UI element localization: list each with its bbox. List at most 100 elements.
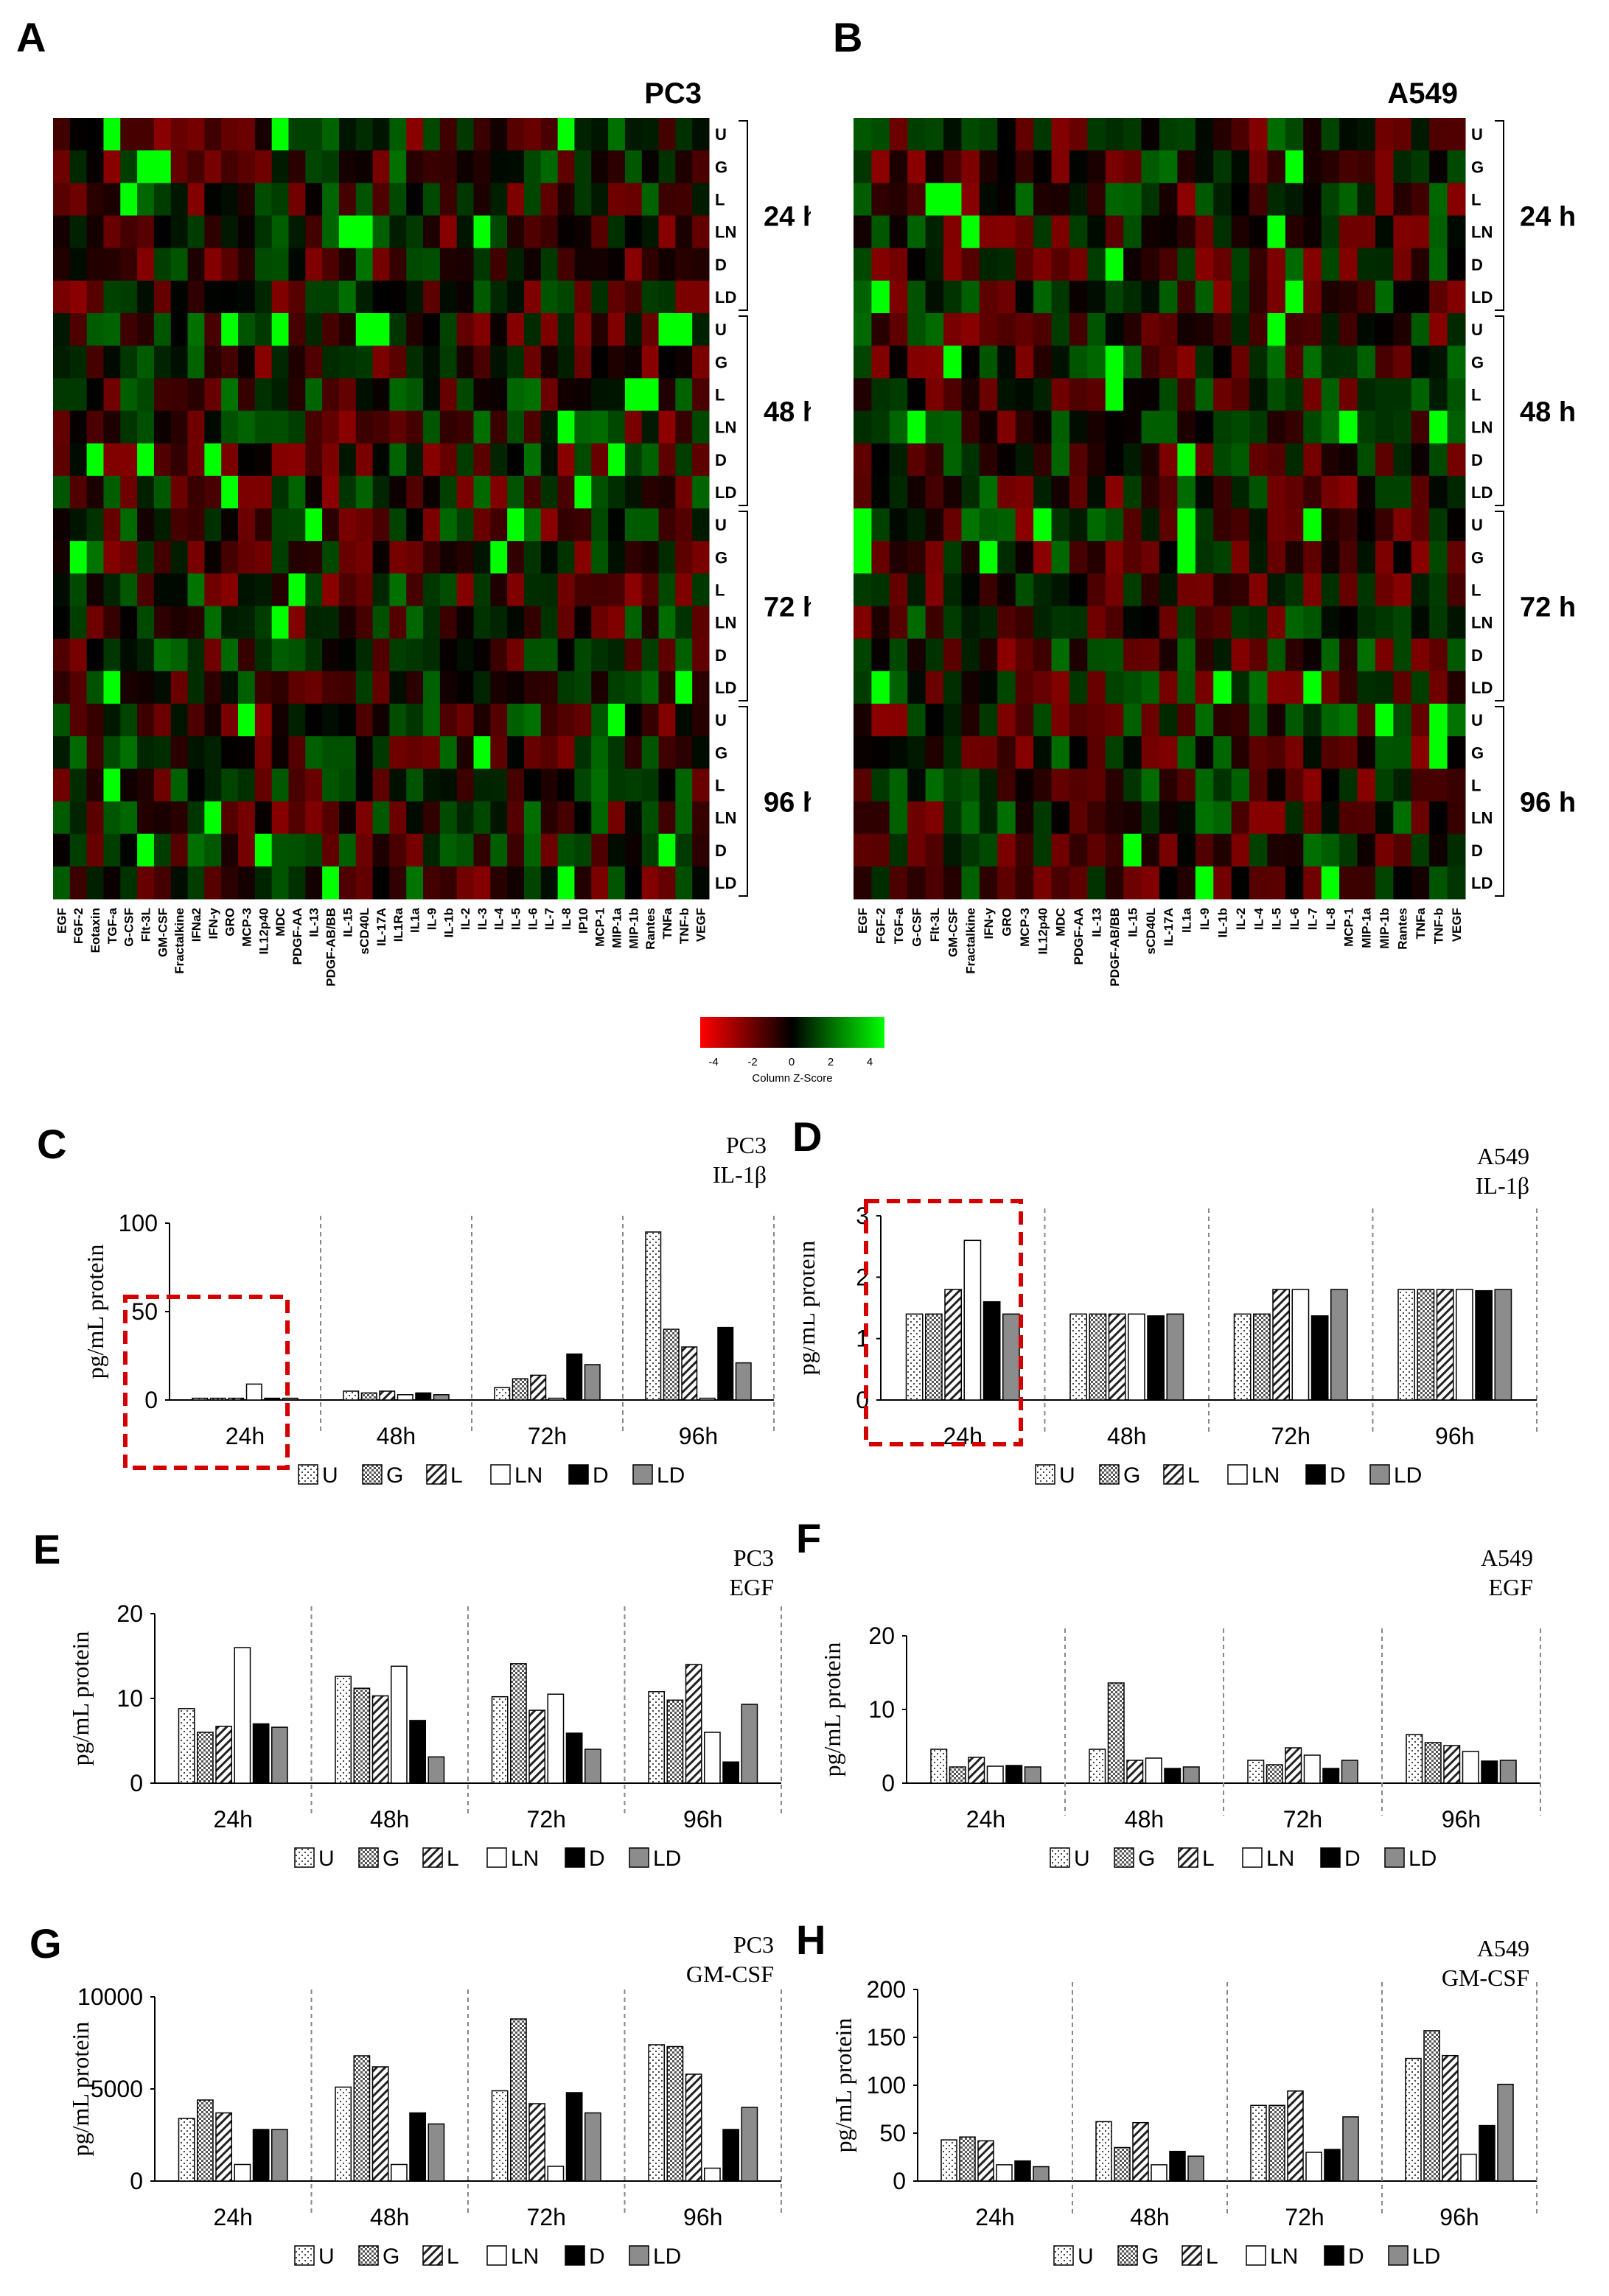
- heatmap-cell: [103, 638, 121, 672]
- heatmap-cell: [641, 215, 660, 249]
- heatmap-cell: [854, 183, 872, 216]
- heatmap-column-label: IL-17A: [1162, 908, 1176, 946]
- heatmap-cell: [1303, 183, 1322, 216]
- bar: [648, 1691, 665, 1784]
- heatmap-cell: [624, 704, 643, 737]
- heatmap-cell: [1123, 475, 1142, 509]
- heatmap-cell: [925, 833, 944, 867]
- heatmap-cell: [997, 183, 1016, 216]
- heatmap-cell: [557, 769, 575, 802]
- bar: [415, 1392, 432, 1401]
- heatmap-cell: [490, 248, 508, 281]
- heatmap-cell: [523, 671, 542, 704]
- heatmap-cell: [1213, 508, 1232, 542]
- heatmap-row-label: LN: [715, 809, 736, 827]
- heatmap-cell: [69, 248, 88, 281]
- heatmap-cell: [86, 475, 104, 509]
- heatmap-cell: [907, 183, 926, 216]
- bar: [925, 1313, 943, 1401]
- heatmap-cell: [1231, 215, 1250, 249]
- heatmap-cell: [271, 769, 289, 802]
- heatmap-cell: [406, 150, 424, 183]
- heatmap-cell: [456, 443, 475, 477]
- heatmap-cell: [871, 475, 890, 509]
- heatmap-cell: [187, 573, 205, 606]
- heatmap-cell: [1123, 443, 1142, 477]
- heatmap-cell: [608, 475, 626, 509]
- heatmap-cell: [1177, 508, 1196, 542]
- heatmap-cell: [557, 346, 575, 379]
- heatmap-cell: [1051, 118, 1070, 151]
- heatmap-cell: [1069, 638, 1088, 672]
- bar: [717, 1326, 734, 1401]
- heatmap-cell: [423, 833, 441, 867]
- heatmap-cell: [439, 183, 458, 216]
- heatmap-row-label: G: [1471, 353, 1484, 371]
- heatmap-cell: [608, 280, 626, 314]
- heatmap-cell: [490, 801, 508, 835]
- heatmap-cell: [439, 443, 458, 477]
- heatmap-cell: [557, 638, 575, 672]
- heatmap-cell: [1375, 704, 1394, 737]
- heatmap-cell: [439, 215, 458, 249]
- heatmap-cell: [288, 671, 306, 704]
- heatmap-cell: [322, 508, 340, 542]
- heatmap-cell: [1087, 443, 1106, 477]
- heatmap-cell: [574, 704, 592, 737]
- heatmap-cell: [423, 736, 441, 769]
- heatmap-cell: [540, 769, 559, 802]
- heatmap-cell: [1033, 378, 1053, 411]
- heatmap-cell: [1429, 833, 1448, 867]
- heatmap-cell: [540, 378, 559, 411]
- heatmap-cell: [1375, 866, 1394, 900]
- chart-title-marker: IL-1β: [713, 1161, 767, 1188]
- heatmap-cell: [907, 704, 926, 737]
- heatmap-cell: [1429, 671, 1448, 704]
- legend-swatch: [1114, 1847, 1134, 1868]
- heatmap-cell: [1447, 313, 1466, 346]
- heatmap-cell: [456, 346, 475, 379]
- heatmap-cell: [1141, 769, 1160, 802]
- heatmap-cell: [574, 410, 592, 444]
- heatmap-cell: [473, 183, 491, 216]
- bar: [491, 1695, 509, 1784]
- heatmap-cell: [1105, 541, 1124, 574]
- heatmap-cell: [1213, 215, 1232, 249]
- bar: [371, 2066, 389, 2182]
- heatmap-cell: [540, 606, 559, 640]
- heatmap-cell: [456, 508, 475, 542]
- bar: [252, 2129, 270, 2182]
- heatmap-cell: [557, 704, 575, 737]
- heatmap-cell: [889, 833, 908, 867]
- heatmap-cell: [1321, 280, 1340, 314]
- heatmap-cell: [943, 769, 962, 802]
- heatmap-cell: [204, 704, 222, 737]
- heatmap-cell: [1231, 541, 1250, 574]
- legend-swatch: [486, 1847, 507, 1868]
- heatmap-cell: [238, 833, 256, 867]
- heatmap-cell: [871, 671, 890, 704]
- heatmap-cell: [1411, 150, 1430, 183]
- heatmap-row-label: L: [1471, 385, 1481, 404]
- heatmap-cell: [120, 118, 138, 151]
- heatmap-cell: [1231, 475, 1250, 509]
- heatmap-cell: [170, 248, 189, 281]
- heatmap-cell: [961, 769, 980, 802]
- heatmap-cell: [624, 378, 643, 411]
- bar: [1233, 1313, 1252, 1401]
- group-bracket: [739, 706, 748, 897]
- heatmap-cell: [1375, 638, 1394, 672]
- heatmap-cell: [943, 573, 962, 606]
- heatmap-cell: [1033, 410, 1053, 444]
- heatmap-cell: [490, 346, 508, 379]
- legend-swatch: [422, 2245, 443, 2266]
- heatmap-cell: [943, 638, 962, 672]
- heatmap-cell: [1339, 475, 1358, 509]
- heatmap-cell: [288, 573, 306, 606]
- heatmap-cell: [238, 475, 256, 509]
- heatmap-cell: [238, 508, 256, 542]
- heatmap-cell: [889, 704, 908, 737]
- heatmap-cell: [254, 183, 273, 216]
- heatmap-cell: [1447, 833, 1466, 867]
- heatmap-cell: [961, 346, 980, 379]
